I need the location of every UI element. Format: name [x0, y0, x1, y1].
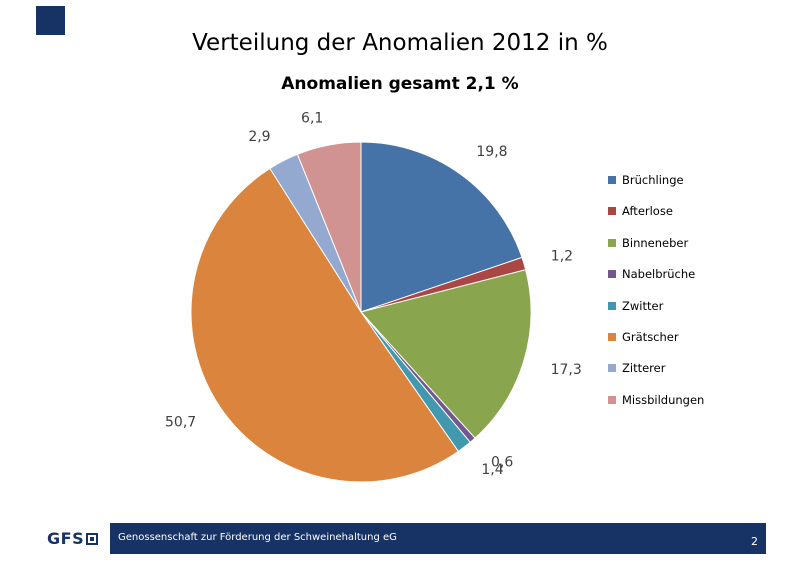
- data-label-2: 17,3: [551, 362, 582, 378]
- legend-label-5: Grätscher: [622, 329, 679, 344]
- legend-item-0: Brüchlinge: [608, 173, 704, 204]
- data-label-3: 0,6: [491, 454, 513, 470]
- pie-slice-5: [190, 167, 460, 483]
- legend-label-4: Zwitter: [622, 298, 664, 313]
- legend-label-1: Afterlose: [622, 204, 673, 219]
- chart-title: Verteilung der Anomalien 2012 in %: [192, 30, 608, 56]
- data-label-5: 50,7: [165, 415, 196, 431]
- logo-mark-icon: [86, 533, 99, 545]
- data-label-1: 1,2: [551, 249, 573, 265]
- legend-label-0: Brüchlinge: [622, 173, 684, 187]
- legend-item-2: Binneneber: [608, 236, 704, 267]
- pie-slice-0: [360, 141, 523, 313]
- footer: GFS Genossenschaft zur Förderung der Sch…: [0, 520, 800, 556]
- pie-chart: 19,8 1,2 17,3 0,61,4 50,7 2,9 6,1: [165, 111, 582, 483]
- legend-label-3: Nabelbrüche: [622, 267, 696, 282]
- legend-swatch-0: [608, 176, 616, 184]
- legend-swatch-5: [608, 332, 616, 341]
- pie-slice-2: [360, 269, 532, 439]
- legend-label-6: Zitterer: [622, 361, 666, 376]
- chart-legend: Brüchlinge Afterlose Binneneber Nabelbrüche…: [608, 173, 704, 424]
- organization-name: Genossenschaft zur Förderung der Schwein…: [118, 532, 397, 543]
- gfs-logo: GFS: [47, 529, 99, 548]
- legend-item-4: Zwitter: [608, 299, 704, 330]
- logo-text: GFS: [47, 529, 85, 548]
- legend-swatch-7: [608, 395, 616, 404]
- legend-swatch-1: [608, 207, 616, 216]
- legend-swatch-6: [608, 364, 616, 373]
- corner-square: [36, 6, 65, 35]
- pie-slice-7: [296, 141, 362, 313]
- legend-item-5: Grätscher: [608, 330, 704, 361]
- data-label-7: 6,1: [301, 111, 323, 127]
- data-label-4: 1,4: [481, 462, 503, 478]
- legend-item-3: Nabelbrüche: [608, 267, 704, 298]
- legend-item-1: Afterlose: [608, 204, 704, 235]
- legend-item-6: Zitterer: [608, 361, 704, 392]
- legend-label-7: Missbildungen: [622, 392, 705, 407]
- legend-swatch-2: [608, 238, 616, 247]
- data-label-0: 19,8: [476, 144, 507, 160]
- legend-swatch-3: [608, 270, 616, 279]
- footer-bar: Genossenschaft zur Förderung der Schwein…: [110, 523, 766, 554]
- page-number: 2: [751, 535, 758, 548]
- data-label-6: 2,9: [248, 129, 270, 145]
- legend-item-7: Missbildungen: [608, 393, 704, 424]
- chart-subtitle: Anomalien gesamt 2,1 %: [281, 74, 519, 94]
- legend-label-2: Binneneber: [622, 235, 689, 250]
- legend-swatch-4: [608, 301, 616, 310]
